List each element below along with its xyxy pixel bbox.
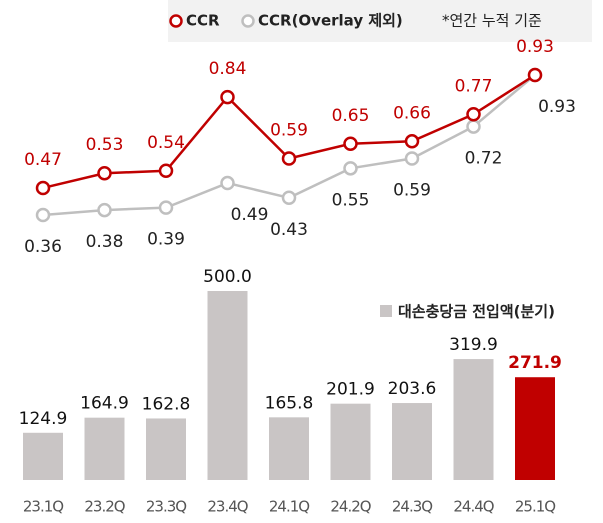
x-tick-label: 23.1Q xyxy=(23,498,63,516)
point xyxy=(343,161,358,176)
point-label: 0.59 xyxy=(393,180,431,200)
point xyxy=(527,67,543,83)
point xyxy=(35,180,51,196)
point xyxy=(158,163,174,179)
bar xyxy=(330,403,371,480)
point xyxy=(404,151,420,166)
legend-swatch xyxy=(380,305,392,317)
point xyxy=(220,89,235,105)
point xyxy=(466,119,481,134)
annotation: *연간 누적 기준 xyxy=(442,12,542,30)
x-tick-label: 24.4Q xyxy=(453,498,493,516)
point xyxy=(220,175,235,191)
bar xyxy=(23,432,63,480)
bar xyxy=(269,417,309,480)
point xyxy=(404,134,420,149)
bar-value-label: 271.9 xyxy=(508,353,562,373)
legend-marker xyxy=(241,14,255,28)
x-tick-label: 23.3Q xyxy=(146,498,186,516)
bar xyxy=(392,403,432,480)
point-label: 0.47 xyxy=(24,150,62,170)
bar xyxy=(146,418,186,480)
bar-value-label: 164.9 xyxy=(80,394,129,414)
point-label: 0.55 xyxy=(332,190,370,210)
bar-value-label: 162.8 xyxy=(142,394,191,414)
point xyxy=(97,165,112,181)
bar xyxy=(84,417,125,480)
point xyxy=(281,151,297,166)
bar-value-label: 165.8 xyxy=(265,393,314,413)
x-tick-label: 24.1Q xyxy=(269,498,309,516)
point-label: 0.77 xyxy=(455,76,493,96)
point xyxy=(466,107,481,122)
point-label: 0.43 xyxy=(270,220,308,240)
point xyxy=(343,136,358,152)
point xyxy=(97,202,112,218)
point xyxy=(35,207,51,223)
point xyxy=(158,200,174,215)
point-label: 0.38 xyxy=(86,232,124,252)
point-label: 0.54 xyxy=(147,133,185,153)
legend-marker xyxy=(169,14,183,28)
legend-label: CCR(Overlay 제외) xyxy=(258,12,403,30)
x-tick-label: 25.1Q xyxy=(515,498,555,516)
bar xyxy=(453,359,494,480)
bar-value-label: 203.6 xyxy=(388,379,437,399)
bar-value-label: 500.0 xyxy=(203,267,252,287)
x-tick-label: 23.2Q xyxy=(84,498,124,516)
point-label: 0.59 xyxy=(270,120,308,140)
point-label: 0.36 xyxy=(24,237,62,257)
point-label: 0.93 xyxy=(538,97,576,117)
point-label: 0.72 xyxy=(465,149,503,169)
x-tick-label: 23.4Q xyxy=(207,498,247,516)
point-label: 0.65 xyxy=(332,106,370,126)
bar-value-label: 201.9 xyxy=(326,380,375,400)
legend-label: 대손충당금 전입액(분기) xyxy=(398,303,555,321)
legend-box xyxy=(168,0,592,42)
point-label: 0.53 xyxy=(86,135,124,155)
bar xyxy=(207,291,248,480)
point-label: 0.93 xyxy=(516,37,554,57)
bar xyxy=(515,377,555,480)
point xyxy=(281,190,297,206)
bar-value-label: 124.9 xyxy=(19,409,68,429)
legend-label: CCR xyxy=(186,12,220,30)
point-label: 0.49 xyxy=(231,205,269,225)
x-tick-label: 24.2Q xyxy=(330,498,370,516)
point-label: 0.39 xyxy=(147,230,185,250)
bar-value-label: 319.9 xyxy=(449,335,498,355)
point-label: 0.84 xyxy=(209,59,247,79)
point-label: 0.66 xyxy=(393,103,431,123)
x-tick-label: 24.3Q xyxy=(392,498,432,516)
